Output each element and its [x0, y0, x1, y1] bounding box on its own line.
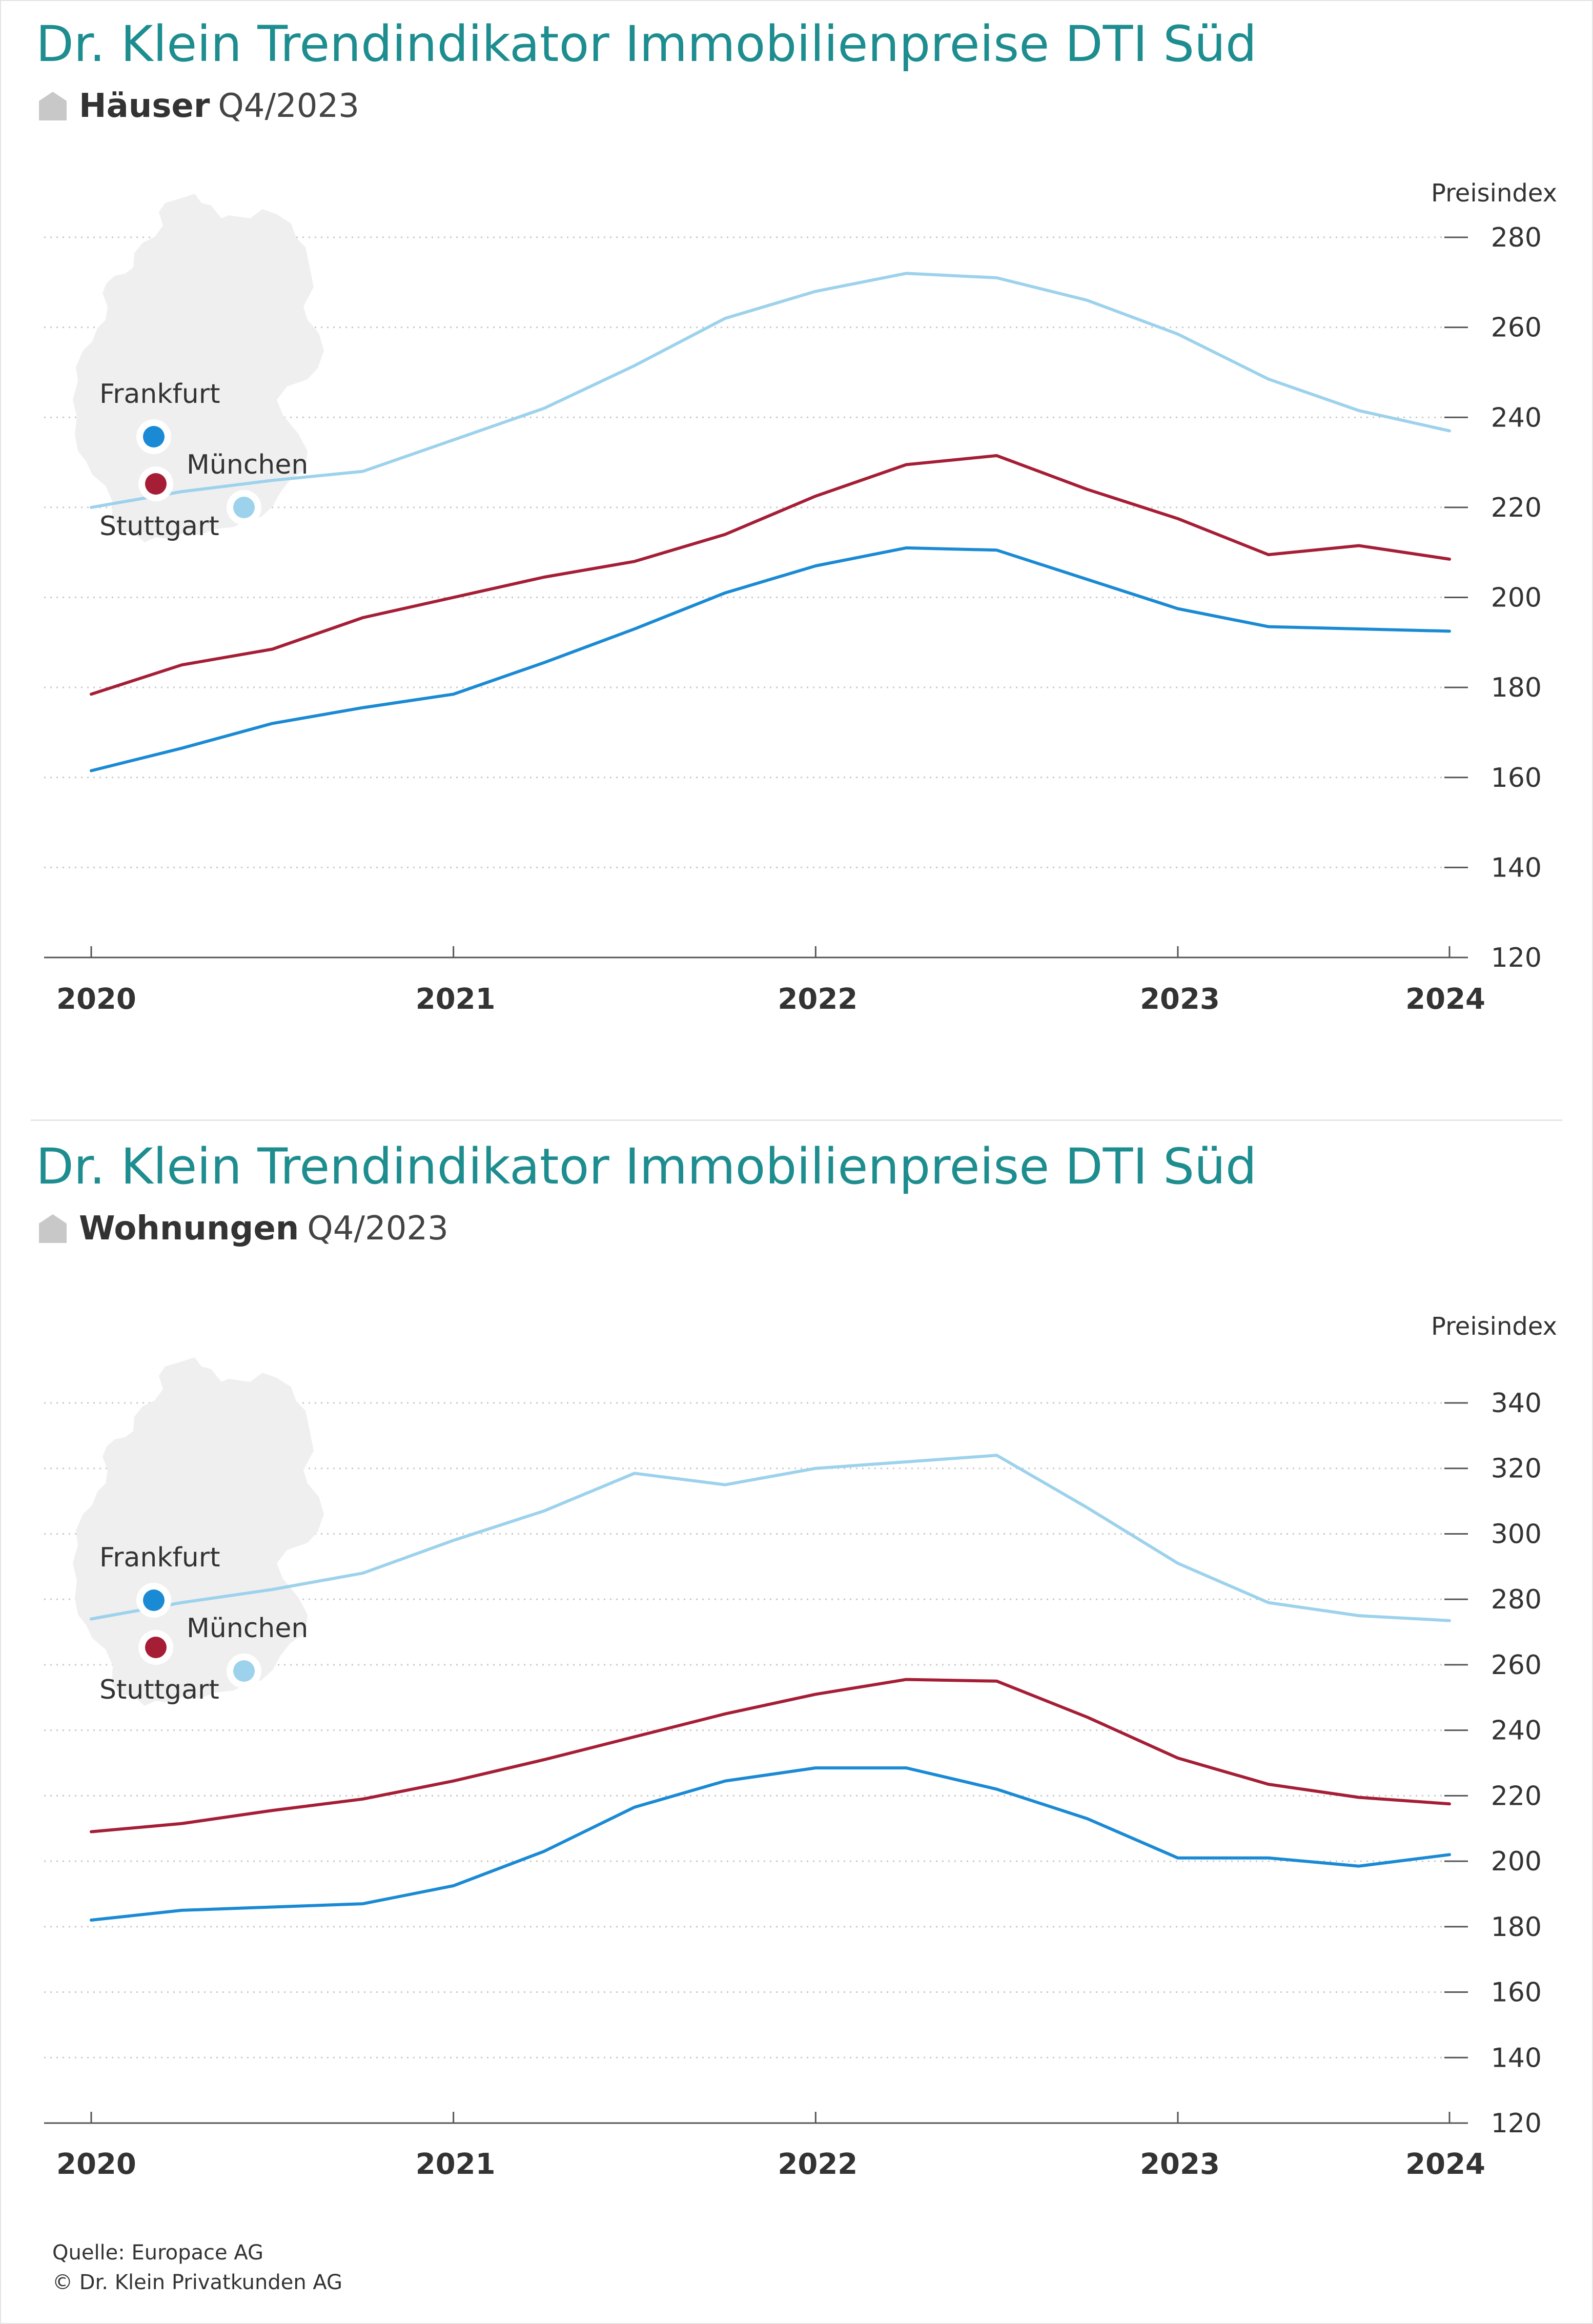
y-tick-label: 340: [1491, 1388, 1542, 1419]
y-tick-label: 200: [1491, 1846, 1542, 1877]
subtitle-category: Häuser: [79, 87, 210, 125]
legend-label: Stuttgart: [99, 1675, 219, 1705]
x-tick-label: 2021: [416, 983, 496, 1016]
line-chart-houses: 120 140 160 180 200 220 240 260 280 Preisindex 202…: [44, 179, 1557, 1016]
legend-label: München: [187, 1613, 308, 1644]
x-tick-label: 2020: [56, 2148, 136, 2181]
series-line-stuttgart: [90, 272, 1451, 509]
series-line-muenchen: [90, 1678, 1451, 1833]
legend-marker: [145, 1637, 167, 1658]
y-tick-label: 220: [1491, 493, 1542, 523]
y-tick-label: 160: [1491, 1978, 1542, 2008]
series-line-stuttgart: [90, 1454, 1451, 1622]
y-tick-label: 260: [1491, 1650, 1542, 1681]
y-tick-label: 240: [1491, 402, 1542, 433]
x-tick-label: 2022: [778, 983, 857, 1016]
line-chart-apartments: 120 140 160 180 200 220 240 260 280 300 320 340 Prei…: [44, 1312, 1557, 2181]
y-tick-label: 300: [1491, 1519, 1542, 1550]
house-icon: [39, 92, 67, 120]
y-tick-label: 160: [1491, 763, 1542, 793]
x-tick-label: 2020: [56, 983, 136, 1016]
y-tick-label: 180: [1491, 1912, 1542, 1943]
chart-subtitle: Häuser Q4/2023: [38, 87, 359, 125]
legend-marker: [145, 473, 167, 495]
legend-label: München: [187, 450, 308, 480]
chart-subtitle: Wohnungen Q4/2023: [38, 1210, 448, 1248]
source-note: Quelle: Europace AG: [52, 2241, 264, 2265]
chart-panel-houses: Dr. Klein Trendindikator Immobilienpreis…: [0, 0, 1593, 1123]
subtitle-period: Q4/2023: [218, 87, 359, 125]
y-tick-label: 120: [1491, 2108, 1542, 2139]
subtitle-period: Q4/2023: [307, 1210, 448, 1248]
copyright-note: © Dr. Klein Privatkunden AG: [52, 2271, 343, 2294]
x-tick-label: 2023: [1140, 2148, 1220, 2181]
series-line-muenchen: [90, 454, 1451, 696]
y-tick-label: 200: [1491, 583, 1542, 614]
panel-divider: [31, 1119, 1562, 1121]
house-icon: [39, 1214, 67, 1243]
legend-label: Frankfurt: [99, 1542, 220, 1573]
chart-panel-apartments: Dr. Klein Trendindikator Immobilienpreis…: [0, 1123, 1593, 2225]
y-tick-label: 280: [1491, 1584, 1542, 1615]
x-tick-label: 2024: [1405, 983, 1485, 1016]
x-tick-label: 2022: [778, 2148, 857, 2181]
x-tick-label: 2024: [1405, 2148, 1485, 2181]
legend-marker: [143, 1589, 165, 1611]
x-tick-label: 2023: [1140, 983, 1220, 1016]
legend-label: Stuttgart: [99, 511, 219, 542]
y-tick-label: 120: [1491, 943, 1542, 973]
legend-marker: [143, 426, 165, 447]
y-tick-label: 240: [1491, 1716, 1542, 1746]
subtitle-category: Wohnungen: [79, 1210, 299, 1248]
legend-label: Frankfurt: [99, 379, 220, 410]
chart-title: Dr. Klein Trendindikator Immobilienpreis…: [36, 15, 1257, 73]
footer: Quelle: Europace AG © Dr. Klein Privatku…: [52, 2238, 342, 2297]
y-axis-unit-label: Preisindex: [1431, 179, 1557, 208]
legend-marker: [233, 497, 255, 518]
y-tick-label: 140: [1491, 852, 1542, 883]
series-line-frankfurt: [90, 546, 1451, 772]
y-tick-label: 220: [1491, 1781, 1542, 1811]
chart-title: Dr. Klein Trendindikator Immobilienpreis…: [36, 1138, 1257, 1195]
y-tick-label: 320: [1491, 1454, 1542, 1484]
germany-map-icon: [73, 194, 324, 542]
germany-map-icon: [73, 1357, 324, 1706]
legend-marker: [233, 1660, 255, 1682]
y-tick-label: 280: [1491, 222, 1542, 253]
x-tick-label: 2021: [416, 2148, 496, 2181]
y-axis-unit-label: Preisindex: [1431, 1312, 1557, 1341]
series-line-frankfurt: [90, 1766, 1451, 1922]
y-tick-label: 140: [1491, 2043, 1542, 2073]
y-tick-label: 180: [1491, 672, 1542, 703]
y-tick-label: 260: [1491, 313, 1542, 343]
